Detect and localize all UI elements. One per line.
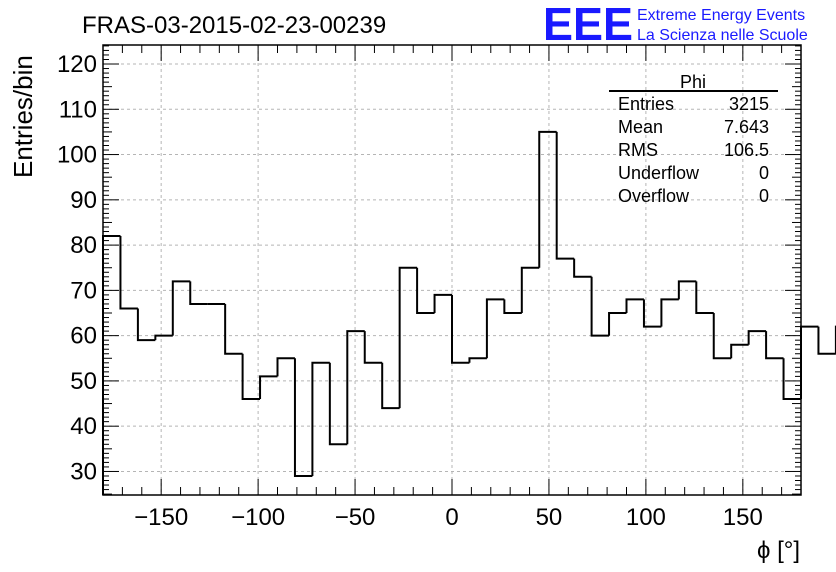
histogram-bin: [293, 358, 313, 477]
stats-row-label: Overflow: [618, 186, 690, 206]
chart-title: FRAS-03-2015-02-23-00239: [82, 12, 386, 39]
stats-row-value: 0: [759, 186, 769, 206]
y-tick-label: 90: [70, 187, 97, 214]
x-tick-label: 150: [723, 504, 763, 531]
histogram-bin: [451, 294, 470, 364]
y-axis: 30 40 50 60 70 80 90 100 110 120: [57, 45, 801, 495]
x-tick-label: −150: [134, 504, 188, 531]
y-tick-label: 40: [70, 413, 97, 440]
histogram-bin: [712, 313, 732, 360]
histogram-bin: [503, 299, 522, 315]
stats-row-value: 7.643: [724, 117, 769, 137]
histogram-bin: [311, 361, 330, 476]
histogram-bin: [433, 293, 452, 314]
y-tick-label: 70: [70, 277, 97, 304]
x-axis-label: ϕ [°]: [757, 537, 800, 564]
logo-line-1: Extreme Energy Events: [637, 7, 805, 24]
stats-row-label: Mean: [618, 117, 663, 137]
histogram-bin: [660, 298, 679, 327]
stats-row-value: 0: [759, 163, 769, 183]
histogram-bin: [817, 326, 836, 355]
histogram-bin: [346, 330, 365, 445]
histogram-bin: [765, 331, 784, 360]
histogram-bin: [328, 362, 348, 446]
stats-box: Phi Entries 3215 Mean 7.643 RMS 106.5 Underflo…: [609, 72, 778, 206]
histogram-bin: [241, 353, 261, 401]
histogram-bin: [590, 276, 610, 337]
x-tick-label: 50: [536, 504, 563, 531]
y-tick-label: 60: [70, 323, 97, 350]
x-tick-label: −50: [335, 504, 376, 531]
histogram-bin: [573, 258, 592, 278]
stats-row-value: 3215: [729, 94, 769, 114]
x-tick-label: 100: [626, 504, 666, 531]
stats-row-value: 106.5: [724, 140, 769, 160]
y-axis-label: Entries/bin: [8, 55, 38, 178]
histogram-bin: [276, 357, 295, 377]
stats-box-rows: Entries 3215 Mean 7.643 RMS 106.5 Underflow 0 Ov…: [618, 94, 769, 206]
y-tick-label: 110: [59, 96, 97, 123]
grid-lines: [103, 45, 801, 495]
stats-row-label: Entries: [618, 94, 674, 114]
histogram-bin: [555, 131, 575, 260]
histogram-bin: [259, 375, 278, 400]
x-axis: −150 −100 −50 0 50 100 150: [102, 45, 802, 531]
histogram-bin: [642, 299, 662, 328]
stats-box-title: Phi: [680, 72, 706, 92]
histogram-bin: [695, 281, 714, 315]
histogram-bin: [520, 266, 540, 314]
histogram-bin: [154, 334, 173, 341]
histogram-bin: [363, 331, 383, 364]
histogram-bin: [538, 130, 557, 268]
histogram-bin: [136, 308, 156, 342]
x-tick-label: 0: [445, 504, 458, 531]
histogram-bin: [171, 280, 191, 336]
x-tick-label: −100: [231, 504, 285, 531]
y-tick-label: 50: [70, 368, 97, 395]
histogram-bin: [119, 236, 138, 310]
stats-row-label: RMS: [618, 140, 658, 160]
logo-line-2: La Scienza nelle Scuole: [637, 27, 808, 44]
stats-row-label: Underflow: [618, 163, 700, 183]
histogram-bin: [485, 298, 505, 359]
histogram-bin: [224, 303, 243, 355]
y-tick-label: 30: [70, 458, 97, 485]
histogram-bin: [189, 281, 208, 305]
histogram-bin: [730, 343, 749, 359]
histogram-bin: [381, 362, 400, 410]
eee-logo: EEE Extreme Energy Events La Scienza nel…: [543, 0, 808, 50]
y-tick-label: 80: [70, 232, 97, 259]
y-tick-label: 100: [57, 142, 97, 169]
histogram-bin: [677, 280, 697, 300]
eee-logo-mark: EEE: [543, 0, 633, 50]
histogram-bin: [416, 267, 435, 315]
histogram-bin: [625, 298, 644, 314]
y-tick-label: 120: [57, 51, 97, 78]
histogram-bin: [608, 312, 627, 336]
histogram-bin: [398, 266, 418, 409]
histogram-bin: [468, 357, 487, 363]
histogram-bin: [747, 330, 767, 345]
